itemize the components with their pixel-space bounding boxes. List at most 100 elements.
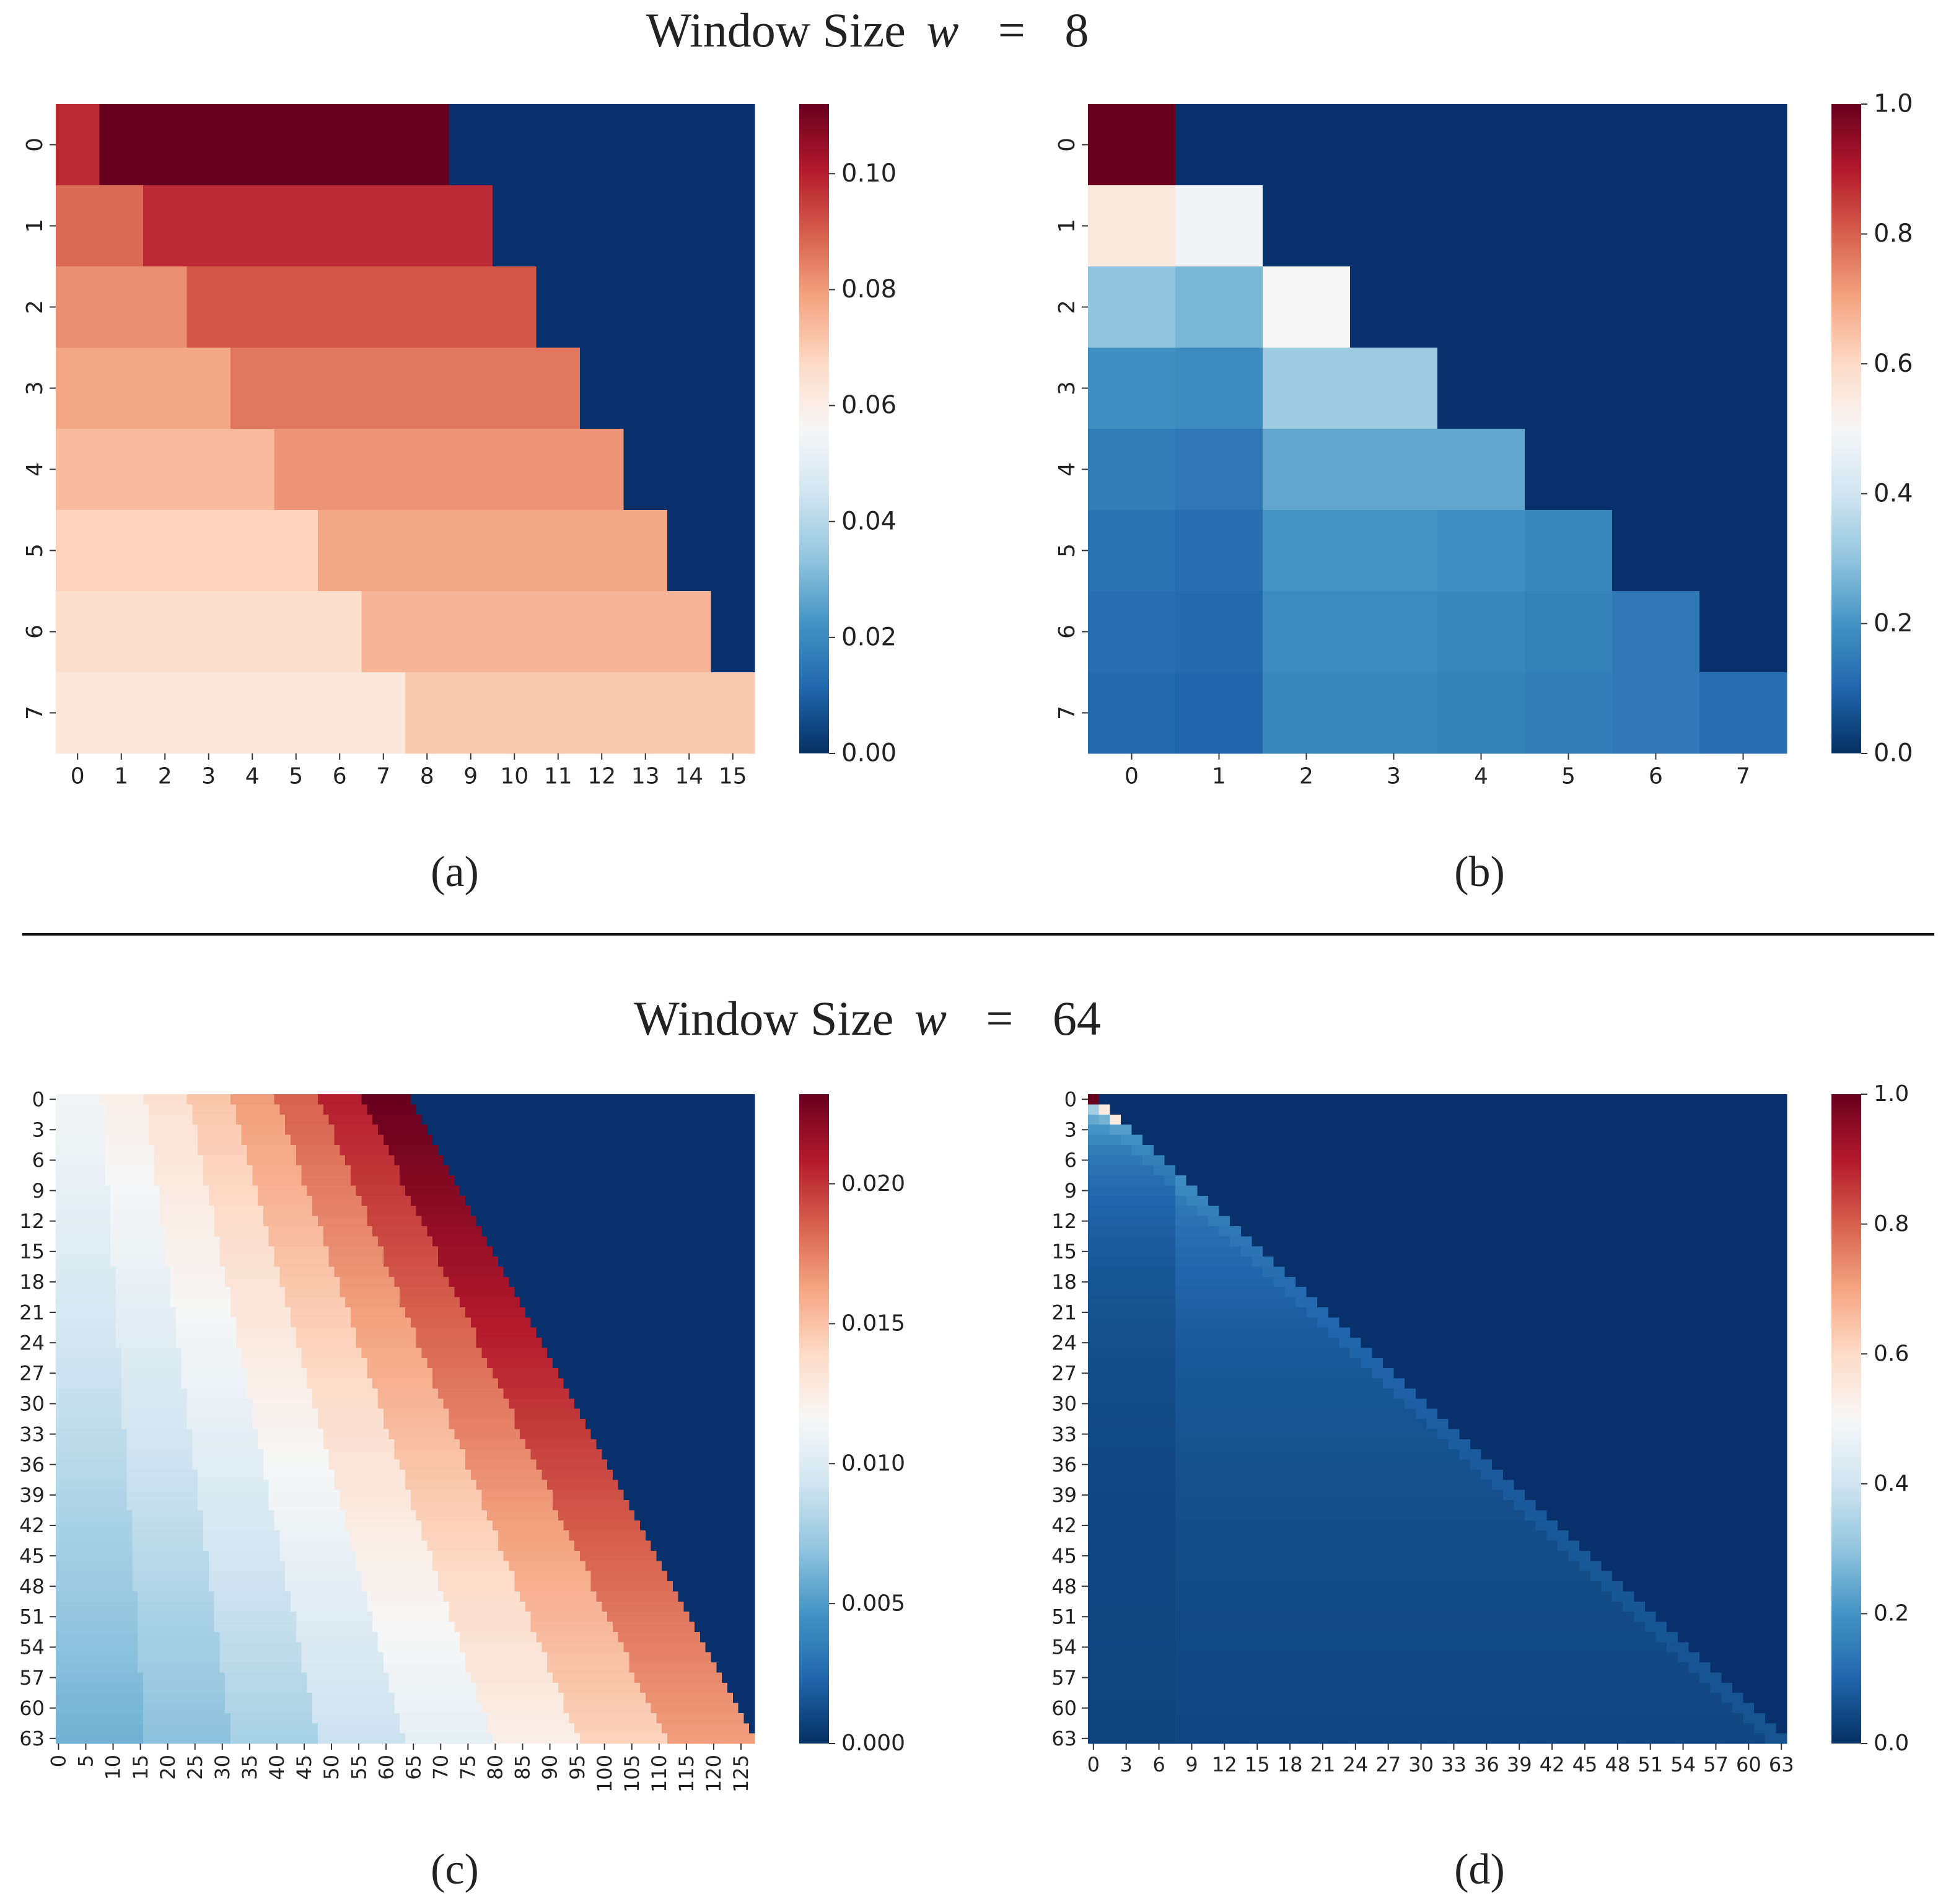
heatmap-cell <box>323 1419 330 1429</box>
heatmap-cell <box>290 1338 297 1348</box>
heatmap-cell <box>618 1368 625 1379</box>
heatmap-cell <box>400 1094 406 1105</box>
heatmap-cell <box>279 1266 286 1278</box>
heatmap-cell <box>602 1216 608 1227</box>
heatmap-cell <box>241 1449 248 1460</box>
heatmap-cell <box>672 1125 679 1136</box>
heatmap-cell <box>525 1317 532 1328</box>
heatmap-cell <box>192 1439 198 1450</box>
heatmap-cell <box>530 1206 537 1217</box>
heatmap-cell <box>738 1195 744 1206</box>
heatmap-cell <box>192 1276 198 1288</box>
y-tick-label: 2 <box>1054 300 1080 314</box>
heatmap-cell <box>192 1287 198 1298</box>
heatmap-cell <box>72 1327 78 1338</box>
heatmap-cell <box>421 1449 428 1460</box>
heatmap-cell <box>208 1338 215 1348</box>
heatmap-cell <box>170 1358 177 1369</box>
heatmap-cell <box>695 1348 701 1359</box>
heatmap-cell <box>749 1287 755 1298</box>
heatmap-cell <box>186 1429 193 1440</box>
heatmap-cell <box>94 1368 100 1379</box>
heatmap-cell <box>460 1165 466 1176</box>
heatmap-cell <box>580 1276 586 1288</box>
heatmap-cell <box>618 1429 625 1440</box>
heatmap-cell <box>493 1398 499 1410</box>
heatmap-cell <box>274 1226 280 1237</box>
heatmap-cell <box>530 1134 537 1146</box>
heatmap-cell <box>307 1449 313 1460</box>
heatmap-cell <box>56 1185 62 1196</box>
heatmap-cell <box>558 1439 564 1450</box>
heatmap-cell <box>340 1246 346 1257</box>
heatmap-cell <box>596 1114 602 1125</box>
heatmap-cell <box>695 1439 701 1450</box>
heatmap-cell <box>159 1257 165 1267</box>
heatmap-cell <box>716 1155 722 1166</box>
heatmap-cell <box>629 1307 635 1318</box>
heatmap-cell <box>722 1266 728 1278</box>
heatmap-cell <box>476 1358 482 1369</box>
heatmap-cell <box>252 1398 258 1410</box>
heatmap-cell <box>252 1266 258 1278</box>
heatmap-cell <box>263 1165 270 1176</box>
heatmap-cell <box>639 1449 646 1460</box>
heatmap-cell <box>699 1175 706 1186</box>
heatmap-cell <box>699 1388 706 1399</box>
heatmap-cell <box>590 1114 597 1125</box>
heatmap-cell <box>732 1144 739 1156</box>
heatmap-cell <box>110 1276 116 1288</box>
heatmap-cell <box>121 1246 128 1257</box>
heatmap-cell <box>154 1449 160 1460</box>
heatmap-cell <box>1175 348 1263 429</box>
heatmap-cell <box>361 510 406 592</box>
heatmap-cell <box>405 1358 411 1369</box>
heatmap-cell <box>388 1368 395 1379</box>
heatmap-cell <box>449 1185 455 1196</box>
heatmap-cell <box>656 1408 662 1419</box>
heatmap-cell <box>263 1459 270 1470</box>
heatmap-cell <box>645 1348 652 1359</box>
heatmap-cell <box>536 1226 542 1237</box>
heatmap-cell <box>126 1236 133 1247</box>
heatmap-cell <box>699 1276 706 1288</box>
heatmap-cell <box>421 1175 428 1186</box>
heatmap-cell <box>651 1419 657 1429</box>
heatmap-cell <box>629 1266 635 1278</box>
heatmap-cell <box>154 1266 160 1278</box>
heatmap-cell <box>454 1266 460 1278</box>
heatmap-cell <box>481 1185 488 1196</box>
heatmap-cell <box>377 1155 384 1166</box>
heatmap-cell <box>138 1449 144 1460</box>
heatmap-cell <box>574 1165 581 1176</box>
heatmap-cell <box>165 1459 171 1470</box>
heatmap-cell <box>481 1236 488 1247</box>
heatmap-cell <box>525 1358 532 1369</box>
heatmap-cell <box>460 1226 466 1237</box>
heatmap-cell <box>383 1398 390 1410</box>
heatmap-cell <box>143 1175 149 1186</box>
heatmap-cell <box>372 1114 379 1125</box>
heatmap-cell <box>219 1276 226 1288</box>
heatmap-cell <box>558 1114 564 1125</box>
heatmap-cell <box>252 1449 258 1460</box>
heatmap-cell <box>56 1388 62 1399</box>
heatmap-cell <box>186 1175 193 1186</box>
heatmap-cell <box>312 1165 318 1176</box>
heatmap-cell <box>618 1195 625 1206</box>
heatmap-cell <box>449 1165 455 1176</box>
heatmap-cell <box>143 1378 149 1389</box>
heatmap-cell <box>394 1144 400 1156</box>
heatmap-cell <box>421 1195 428 1206</box>
heatmap-cell <box>72 1459 78 1470</box>
heatmap-cell <box>235 1236 242 1247</box>
heatmap-cell <box>672 1429 679 1440</box>
heatmap-cell <box>437 1276 444 1288</box>
heatmap-cell <box>683 1246 690 1257</box>
heatmap-cell <box>427 1155 433 1166</box>
heatmap-cell <box>258 1155 264 1166</box>
heatmap-cell <box>454 1104 460 1115</box>
heatmap-cell <box>699 1114 706 1125</box>
heatmap-cell <box>154 1206 160 1217</box>
heatmap-cell <box>552 1429 559 1440</box>
